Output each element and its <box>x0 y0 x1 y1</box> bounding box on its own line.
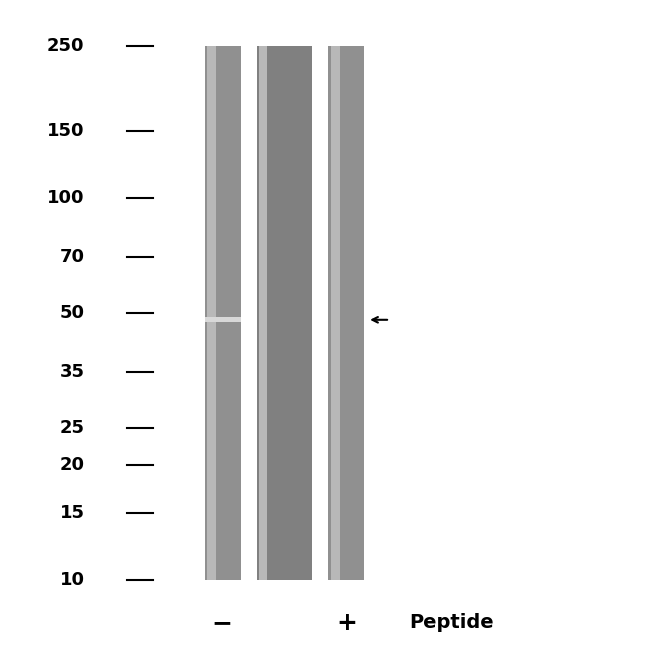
Text: +: + <box>336 611 357 635</box>
Text: 100: 100 <box>47 189 84 207</box>
Text: 15: 15 <box>60 503 84 522</box>
Text: −: − <box>212 611 233 635</box>
Bar <box>205 46 240 580</box>
Text: 25: 25 <box>60 419 84 437</box>
Bar <box>331 46 340 580</box>
Text: 250: 250 <box>47 37 84 55</box>
Bar <box>207 46 216 580</box>
Text: Peptide: Peptide <box>410 614 494 632</box>
Text: 50: 50 <box>60 304 84 322</box>
Text: 150: 150 <box>47 122 84 140</box>
Bar <box>328 46 364 580</box>
Text: 70: 70 <box>60 248 84 266</box>
Bar <box>259 46 266 580</box>
Text: 35: 35 <box>60 363 84 381</box>
Bar <box>257 46 312 580</box>
Bar <box>205 317 240 322</box>
Text: 20: 20 <box>60 456 84 474</box>
Text: 10: 10 <box>60 571 84 589</box>
